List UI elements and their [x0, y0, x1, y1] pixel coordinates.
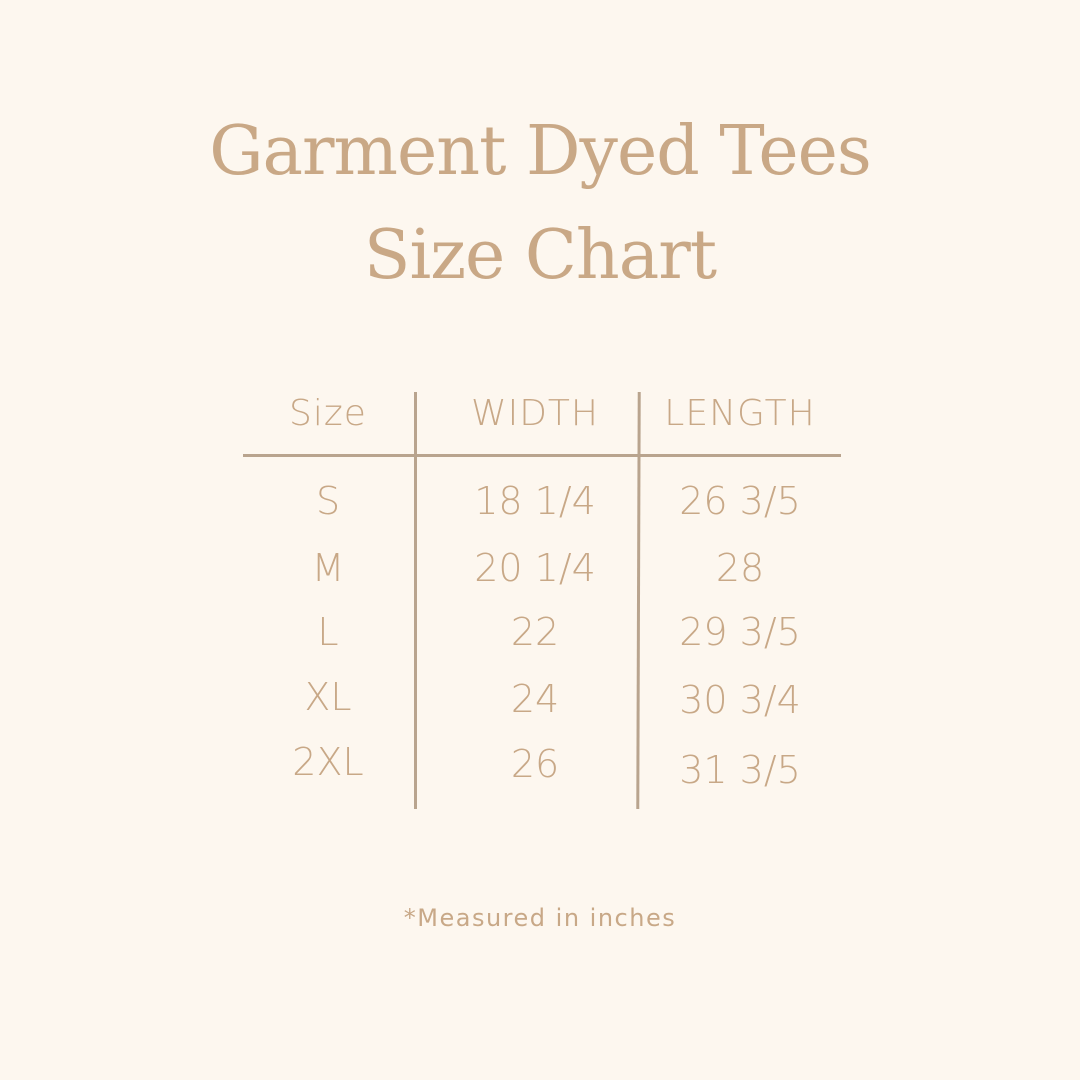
row-xl-width: 24 — [510, 677, 560, 721]
row-l-size: L — [317, 610, 339, 654]
row-2xl-width: 26 — [510, 742, 560, 786]
header-width: WIDTH — [471, 393, 599, 434]
row-xl-size: XL — [304, 675, 352, 719]
row-l-length: 29 3/5 — [679, 610, 801, 654]
header-size: Size — [289, 393, 367, 434]
title-line-1: Garment Dyed Tees — [209, 112, 872, 191]
row-m-length: 28 — [715, 546, 765, 590]
header-length: LENGTH — [664, 393, 816, 434]
column-divider-1 — [414, 392, 417, 809]
row-s-size: S — [315, 479, 341, 523]
row-m-width: 20 1/4 — [474, 546, 596, 590]
row-s-length: 26 3/5 — [679, 479, 801, 523]
title-line-2: Size Chart — [363, 216, 717, 295]
row-l-width: 22 — [510, 610, 560, 654]
row-2xl-size: 2XL — [292, 740, 364, 784]
header-divider — [243, 454, 841, 457]
row-2xl-length: 31 3/5 — [679, 748, 801, 792]
footnote: *Measured in inches — [403, 904, 677, 932]
column-divider-2 — [636, 391, 641, 810]
row-m-size: M — [311, 546, 345, 590]
row-s-width: 18 1/4 — [474, 479, 596, 523]
row-xl-length: 30 3/4 — [679, 678, 801, 722]
